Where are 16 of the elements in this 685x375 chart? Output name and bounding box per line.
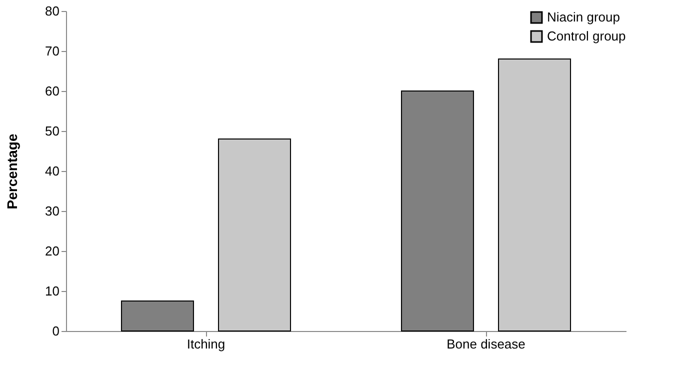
y-tick-label: 0 [52,324,60,338]
bar [498,58,572,332]
y-axis-title: Percentage [4,134,20,210]
y-tick-label: 30 [45,204,60,218]
y-tick-label: 50 [45,124,60,138]
y-tick-label: 60 [45,84,60,98]
legend-label: Niacin group [547,10,620,24]
bar [218,138,292,332]
legend-label: Control group [547,28,626,44]
y-tick-label: 20 [45,244,60,258]
y-tick-label: 40 [45,164,60,178]
x-tick-label: Itching [186,336,226,352]
y-tick-label: 70 [45,44,60,58]
y-tick-label: 80 [45,4,60,18]
y-tick-label: 10 [45,284,60,298]
x-tick-label: Bone disease [446,336,526,352]
